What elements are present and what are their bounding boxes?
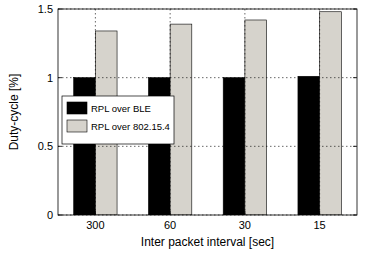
grid-line-x: [319, 9, 320, 215]
page: {"chart_data": {"type": "bar", "x_label"…: [0, 0, 366, 261]
legend-swatch: [67, 102, 87, 114]
x-tick-label: 300: [86, 219, 104, 231]
y-tick: [353, 9, 357, 10]
y-tick: [353, 215, 357, 216]
y-tick: [353, 77, 357, 78]
bars: [74, 12, 342, 215]
grid-line-y: [58, 146, 357, 147]
x-tick-label: 15: [314, 219, 326, 231]
y-tick-label: 1: [47, 72, 53, 84]
x-tick: [170, 211, 171, 215]
y-tick: [58, 215, 62, 216]
plot-area: [58, 9, 357, 215]
y-tick: [58, 77, 62, 78]
frame: [58, 9, 357, 215]
grid-line-y: [58, 77, 357, 78]
bar: [245, 20, 267, 215]
grid-line-x: [244, 9, 245, 215]
x-tick-label: 30: [239, 219, 251, 231]
x-tick: [95, 211, 96, 215]
x-tick: [319, 211, 320, 215]
y-tick-label: 0.5: [38, 140, 53, 152]
x-tick-label: 60: [164, 219, 176, 231]
chart: 0 0.5 1 1.5 300 60 30 15 Inter packet interval […: [0, 0, 366, 261]
legend-box: [62, 96, 174, 144]
x-tick: [244, 211, 245, 215]
y-tick: [58, 9, 62, 10]
y-tick-label: 1.5: [38, 3, 53, 15]
y-tick: [58, 146, 62, 147]
legend-label: RPL over BLE: [91, 103, 151, 114]
legend-label: RPL over 802.15.4: [91, 121, 170, 132]
y-tick-label: 0: [47, 209, 53, 221]
bar: [320, 12, 342, 215]
legend: RPL over BLE RPL over 802.15.4: [62, 96, 174, 144]
legend-swatch: [67, 120, 87, 132]
y-tick: [353, 146, 357, 147]
y-axis-label: Duty-cycle [%]: [7, 74, 21, 151]
x-axis-label: Inter packet interval [sec]: [141, 235, 274, 249]
bar: [298, 76, 320, 215]
